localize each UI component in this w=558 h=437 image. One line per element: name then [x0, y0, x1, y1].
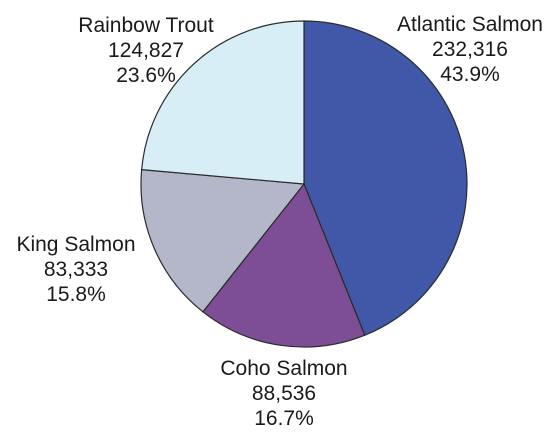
slice-value-label: 232,316 [432, 38, 508, 61]
slice-percent-label: 23.6% [116, 64, 176, 87]
pie-slice-atlantic-salmon [303, 20, 468, 336]
slice-percent-label: 43.9% [440, 63, 500, 86]
slice-value-label: 88,536 [252, 382, 316, 405]
slice-name-label: Rainbow Trout [78, 14, 214, 37]
slice-value-label: 83,333 [44, 258, 108, 281]
slice-name-label: Coho Salmon [220, 357, 347, 380]
pie-slice-king-salmon [140, 169, 305, 313]
slice-percent-label: 15.8% [46, 283, 106, 306]
pie-slice-rainbow-trout [141, 20, 305, 185]
slice-value-label: 124,827 [108, 39, 184, 62]
slice-name-label: Atlantic Salmon [397, 13, 543, 36]
pie-slice-coho-salmon [202, 183, 366, 348]
slice-percent-label: 16.7% [254, 407, 314, 430]
slice-name-label: King Salmon [16, 233, 135, 256]
